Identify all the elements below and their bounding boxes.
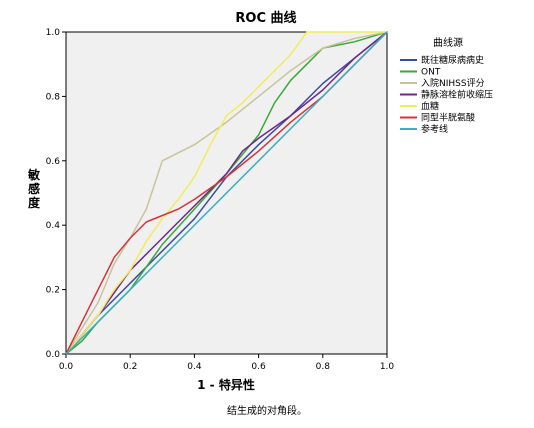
x-tick-label: 0.8 [316,362,331,372]
ticks-layer: 0.0 0.2 0.4 0.6 0.8 1.0 0.0 0.2 0.4 0.6 0.8 1.0 [46,28,395,372]
legend-label: ONT [421,68,441,78]
y-tick-label: 0.6 [46,157,61,167]
series-line-2 [65,31,388,355]
y-tick-label: 0.0 [46,350,61,360]
footnote: 结生成的对角段。 [227,404,307,417]
series-line-4 [65,31,387,355]
x-tick-label: 0.2 [123,362,137,372]
y-tick-label: 1.0 [46,28,61,38]
series-layer [65,31,388,355]
y-tick-label: 0.2 [46,286,60,296]
x-tick-label: 0.6 [251,362,266,372]
x-axis-label: 1 - 特异性 [197,377,255,392]
legend-label: 同型半胱氨酸 [421,112,475,124]
legend-label: 血糖 [421,100,439,112]
legend-label: 参考线 [421,123,448,135]
y-axis-label: 敏感度 [27,167,41,210]
chart-title: ROC 曲线 [235,10,296,26]
y-tick-label: 0.4 [46,221,61,231]
x-tick-label: 0.4 [187,362,202,372]
x-tick-label: 0.0 [59,362,74,372]
series-line-5 [65,31,388,355]
legend-label: 静脉溶栓前收缩压 [421,89,493,101]
legend-title: 曲线源 [433,36,463,49]
y-tick-label: 0.8 [46,92,61,102]
legend-label: 入院NIHSS评分 [421,77,485,89]
series-line-6 [65,31,388,355]
x-tick-label: 1.0 [380,362,395,372]
legend-label: 既往糖尿病病史 [421,54,484,66]
